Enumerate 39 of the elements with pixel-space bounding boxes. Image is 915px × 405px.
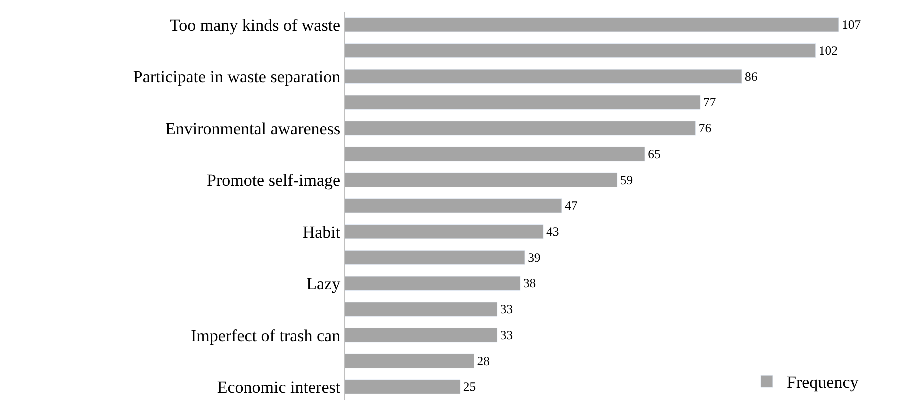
data-label: 28 bbox=[477, 354, 490, 368]
data-label: 25 bbox=[463, 380, 476, 394]
bar bbox=[345, 250, 526, 266]
y-tick-label: Habit bbox=[302, 222, 341, 242]
bar bbox=[345, 95, 701, 110]
data-label: 47 bbox=[564, 199, 578, 214]
data-label: 43 bbox=[546, 224, 560, 239]
bar bbox=[345, 328, 498, 343]
bar bbox=[345, 302, 498, 317]
data-label: 39 bbox=[528, 250, 541, 265]
bar bbox=[345, 172, 618, 188]
y-tick-label: Promote self-image bbox=[206, 171, 341, 190]
bar bbox=[345, 121, 696, 136]
bar bbox=[345, 43, 816, 58]
data-label: 33 bbox=[500, 328, 514, 342]
legend-label: Frequency bbox=[787, 373, 860, 392]
y-tick-label: Imperfect of trash can bbox=[190, 326, 342, 346]
y-tick-label: Environmental awareness bbox=[165, 119, 341, 138]
bar bbox=[345, 146, 646, 162]
data-label: 77 bbox=[704, 96, 716, 110]
y-tick-label: Lazy bbox=[306, 274, 342, 294]
data-label: 59 bbox=[620, 173, 634, 188]
data-label: 86 bbox=[745, 70, 758, 84]
data-label: 65 bbox=[648, 147, 661, 162]
bar bbox=[345, 276, 521, 291]
bar bbox=[345, 354, 475, 369]
data-label: 38 bbox=[523, 276, 536, 291]
y-tick-label: Economic interest bbox=[217, 378, 341, 398]
bar bbox=[345, 69, 742, 84]
y-tick-label: Too many kinds of waste bbox=[170, 16, 341, 35]
data-label: 102 bbox=[818, 44, 838, 58]
bar bbox=[345, 18, 840, 32]
data-label: 107 bbox=[842, 18, 862, 32]
data-label: 33 bbox=[500, 302, 514, 317]
bar bbox=[345, 380, 461, 394]
y-tick-label: Participate in waste separation bbox=[133, 68, 342, 87]
bar bbox=[345, 224, 544, 240]
data-label: 76 bbox=[698, 122, 712, 136]
bar bbox=[345, 198, 562, 214]
